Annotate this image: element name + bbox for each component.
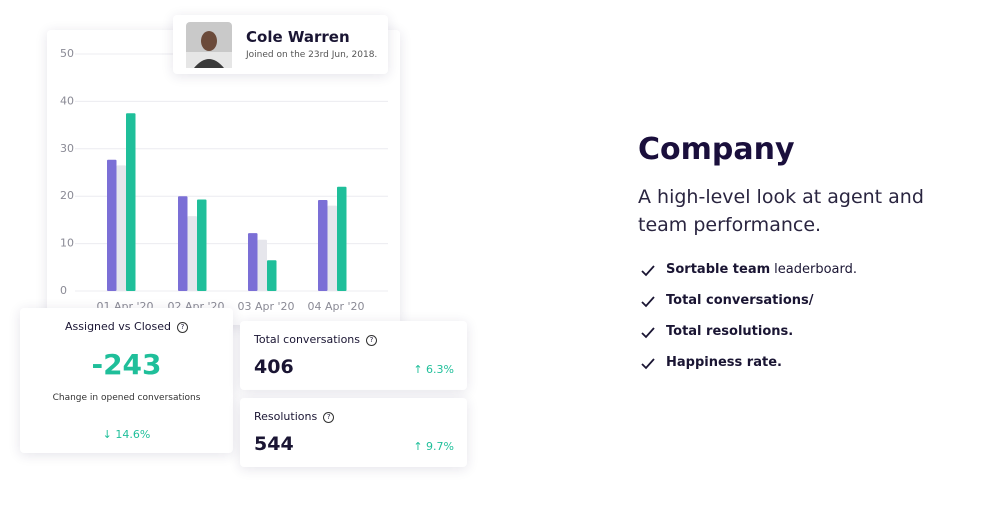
- feature-item: Total resolutions.: [666, 324, 793, 339]
- bar: [187, 216, 197, 291]
- y-tick-label: 0: [60, 284, 67, 297]
- card-title: Total conversations: [254, 333, 361, 346]
- help-icon: ?: [366, 335, 378, 346]
- bar: [197, 199, 207, 291]
- bar: [248, 233, 258, 291]
- stat-value: 544: [254, 433, 294, 455]
- card-title: Resolutions: [254, 410, 318, 423]
- bar: [257, 239, 267, 291]
- stat-caption: Change in opened conversations: [52, 393, 201, 403]
- check-icon: [641, 327, 655, 339]
- y-tick-label: 50: [60, 47, 74, 60]
- bar: [337, 186, 347, 291]
- bar: [318, 199, 328, 291]
- y-tick-label: 30: [60, 142, 74, 155]
- feature-title: Company: [638, 132, 795, 167]
- profile-card: Cole Warren Joined on the 23rd Jun, 2018…: [173, 15, 388, 74]
- item-bold: Sortable team: [666, 262, 771, 277]
- check-icon: [641, 358, 655, 370]
- assigned-card: Assigned vs Closed? -243 Change in opene…: [20, 308, 233, 453]
- bar: [116, 165, 126, 291]
- feature-item: Sortable team leaderboard.: [666, 262, 857, 277]
- stat-value: 406: [254, 356, 294, 378]
- item-bold: Total resolutions.: [666, 324, 794, 339]
- card-title-wrap: Total conversations?: [254, 333, 378, 346]
- check-icon: [641, 296, 655, 308]
- card-title-wrap: Assigned vs Closed?: [20, 320, 233, 333]
- bar: [107, 159, 117, 291]
- y-tick-label: 40: [60, 94, 74, 107]
- avatar: [186, 22, 232, 68]
- x-tick-label: 04 Apr '20: [307, 300, 364, 313]
- y-tick-label: 10: [60, 237, 74, 250]
- bar: [267, 260, 277, 291]
- feature-subtitle: A high-level look at agent and team perf…: [638, 186, 924, 236]
- bar: [178, 196, 188, 291]
- bar: [327, 205, 337, 291]
- feature-item: Happiness rate.: [666, 355, 782, 370]
- y-tick-label: 20: [60, 189, 74, 202]
- stat-change: ↓ 14.6%: [102, 428, 151, 441]
- conversations-card: Total conversations? 406 ↑ 6.3%: [240, 321, 467, 390]
- card-title-wrap: Resolutions?: [254, 410, 335, 423]
- profile-joined: Joined on the 23rd Jun, 2018.: [246, 50, 378, 60]
- card-title: Assigned vs Closed: [65, 320, 171, 333]
- item-bold: Total conversations/: [666, 293, 814, 308]
- item-bold: Happiness rate.: [666, 355, 782, 370]
- stat-change: ↑ 6.3%: [413, 363, 454, 376]
- stat-value: -243: [91, 348, 162, 381]
- x-tick-label: 03 Apr '20: [237, 300, 294, 313]
- resolutions-card: Resolutions? 544 ↑ 9.7%: [240, 398, 467, 467]
- check-icon: [641, 265, 655, 277]
- profile-name: Cole Warren: [246, 28, 350, 46]
- stat-change: ↑ 9.7%: [413, 440, 454, 453]
- bar: [126, 113, 136, 291]
- feature-item: Total conversations/: [666, 293, 814, 308]
- item-text: leaderboard.: [774, 262, 857, 277]
- help-icon: ?: [176, 322, 188, 333]
- help-icon: ?: [323, 412, 335, 423]
